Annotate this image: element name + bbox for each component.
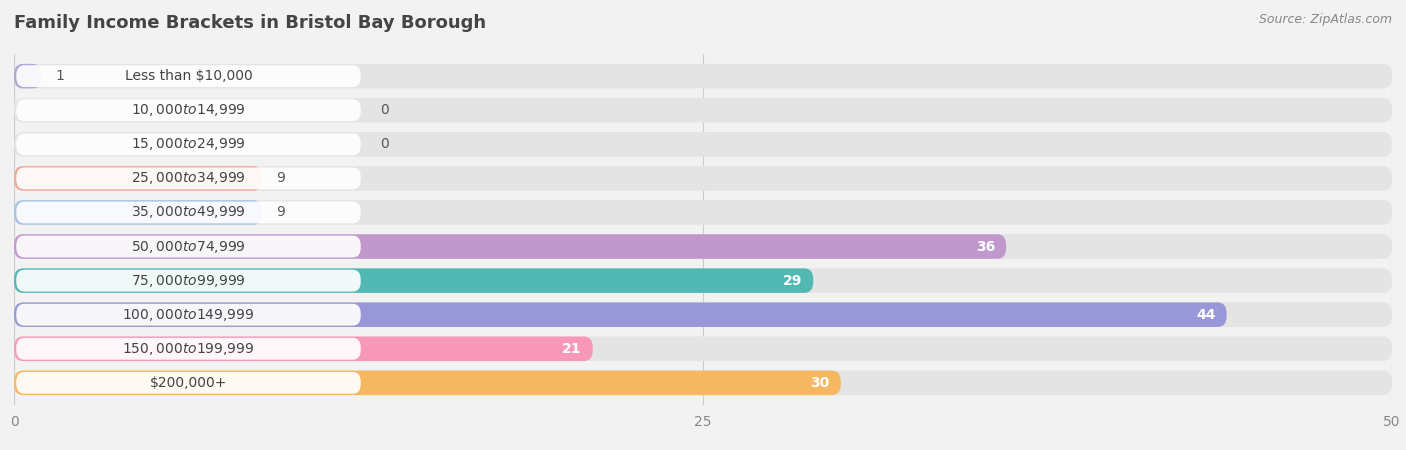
FancyBboxPatch shape [14,132,1392,157]
FancyBboxPatch shape [17,133,361,155]
Text: 0: 0 [381,137,389,151]
Text: Less than $10,000: Less than $10,000 [125,69,252,83]
Text: $150,000 to $199,999: $150,000 to $199,999 [122,341,254,357]
Text: 44: 44 [1197,308,1216,322]
Text: 29: 29 [783,274,803,288]
FancyBboxPatch shape [14,234,1392,259]
FancyBboxPatch shape [14,371,1392,395]
FancyBboxPatch shape [14,371,841,395]
FancyBboxPatch shape [14,337,1392,361]
FancyBboxPatch shape [14,200,262,225]
Text: 0: 0 [381,103,389,117]
FancyBboxPatch shape [14,200,1392,225]
Text: 30: 30 [810,376,830,390]
Text: 36: 36 [976,239,995,253]
FancyBboxPatch shape [17,65,361,87]
FancyBboxPatch shape [17,202,361,223]
FancyBboxPatch shape [14,234,1007,259]
FancyBboxPatch shape [14,166,262,191]
FancyBboxPatch shape [14,166,1392,191]
FancyBboxPatch shape [17,304,361,326]
FancyBboxPatch shape [14,302,1392,327]
FancyBboxPatch shape [17,372,361,394]
FancyBboxPatch shape [14,64,1392,88]
Text: Source: ZipAtlas.com: Source: ZipAtlas.com [1258,14,1392,27]
Text: 9: 9 [276,206,285,220]
Text: 21: 21 [562,342,582,356]
Text: $15,000 to $24,999: $15,000 to $24,999 [131,136,246,152]
Text: $35,000 to $49,999: $35,000 to $49,999 [131,204,246,220]
FancyBboxPatch shape [14,337,593,361]
Text: 9: 9 [276,171,285,185]
FancyBboxPatch shape [17,167,361,189]
Text: 1: 1 [55,69,65,83]
FancyBboxPatch shape [14,268,813,293]
Text: $10,000 to $14,999: $10,000 to $14,999 [131,102,246,118]
Text: $50,000 to $74,999: $50,000 to $74,999 [131,238,246,255]
Text: $25,000 to $34,999: $25,000 to $34,999 [131,171,246,186]
FancyBboxPatch shape [14,268,1392,293]
FancyBboxPatch shape [17,99,361,121]
FancyBboxPatch shape [14,98,1392,122]
FancyBboxPatch shape [17,236,361,257]
FancyBboxPatch shape [17,270,361,292]
Text: $75,000 to $99,999: $75,000 to $99,999 [131,273,246,288]
Text: $200,000+: $200,000+ [150,376,228,390]
Text: $100,000 to $149,999: $100,000 to $149,999 [122,307,254,323]
Text: Family Income Brackets in Bristol Bay Borough: Family Income Brackets in Bristol Bay Bo… [14,14,486,32]
FancyBboxPatch shape [17,338,361,360]
FancyBboxPatch shape [14,64,42,88]
FancyBboxPatch shape [14,302,1226,327]
